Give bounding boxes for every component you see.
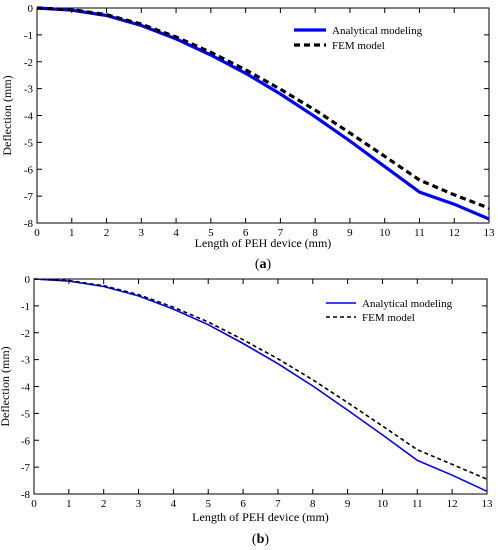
y-tick-label: -6	[21, 435, 31, 447]
x-tick-label: 9	[347, 227, 353, 239]
x-tick-label: 3	[136, 498, 142, 510]
caption-part: (	[255, 257, 260, 272]
y-tick-label: -2	[21, 328, 30, 340]
x-tick-label: 0	[31, 498, 37, 510]
x-tick-label: 4	[173, 227, 179, 239]
series-line-analytical-modeling	[33, 278, 488, 493]
x-tick-label: 11	[412, 498, 423, 510]
panel-caption: (a)	[255, 257, 272, 272]
x-tick-label: 1	[69, 227, 75, 239]
y-tick-label: -8	[21, 489, 31, 501]
y-tick-label: -5	[24, 137, 34, 149]
x-tick-label: 5	[205, 498, 211, 510]
x-tick-label: 1	[66, 498, 72, 510]
x-tick-label: 2	[101, 498, 107, 510]
caption-part: a	[260, 257, 267, 272]
x-tick-label: 10	[377, 498, 389, 510]
series-line-fem-model	[33, 278, 488, 480]
chart-panel-a: 0 1 2 3 4 5 6 7 8 9 10 11 12 130-1-2-3-4-5-6-7-8Analy…	[0, 3, 495, 272]
y-axis-label: Deflection (mm)	[0, 346, 12, 426]
legend-label-fem-model: FEM model	[332, 40, 385, 52]
y-tick-label: -8	[24, 218, 34, 230]
x-tick-label: 5	[208, 227, 214, 239]
x-axis-label: Length of PEH device (mm)	[192, 510, 329, 524]
x-axis-label: Length of PEH device (mm)	[195, 236, 332, 250]
x-tick-label: 12	[447, 498, 458, 510]
legend-label-fem-model: FEM model	[362, 312, 415, 324]
legend-label-analytical-modeling: Analytical modeling	[362, 298, 453, 310]
chart-panel-b: 0 1 2 3 4 5 6 7 8 9 10 11 12 130-1-2-3-4-5-6-7-8Analy…	[0, 274, 493, 547]
x-tick-label: 4	[171, 498, 177, 510]
x-tick-label: 3	[139, 227, 145, 239]
x-tick-label: 0	[34, 227, 40, 239]
y-axis-label: Deflection (mm)	[0, 75, 14, 155]
x-tick-label: 13	[484, 227, 496, 239]
caption-part: )	[267, 257, 272, 272]
x-tick-label: 6	[243, 227, 249, 239]
x-tick-label: 7	[275, 498, 281, 510]
y-tick-label: -4	[24, 111, 34, 123]
y-tick-label: -5	[21, 408, 31, 420]
x-tick-label: 8	[312, 227, 318, 239]
y-tick-label: -1	[24, 30, 33, 42]
series-line-fem-model	[36, 6, 490, 210]
y-tick-label: -7	[24, 191, 34, 203]
y-tick-label: -6	[24, 164, 34, 176]
y-tick-label: -3	[24, 84, 34, 96]
x-tick-label: 10	[379, 227, 391, 239]
series-line-analytical-modeling	[36, 6, 490, 221]
x-tick-label: 11	[414, 227, 425, 239]
caption-part: (	[252, 532, 257, 547]
x-tick-label: 13	[482, 498, 494, 510]
panel-caption: (b)	[252, 532, 269, 547]
x-tick-label: 6	[240, 498, 246, 510]
x-tick-label: 9	[345, 498, 351, 510]
caption-part: b	[257, 532, 265, 547]
plot-frame	[36, 7, 490, 224]
x-tick-label: 2	[104, 227, 110, 239]
y-tick-label: -1	[21, 301, 30, 313]
legend-label-analytical-modeling: Analytical modeling	[332, 25, 423, 37]
y-tick-label: 0	[28, 3, 34, 15]
x-tick-label: 12	[449, 227, 460, 239]
x-tick-label: 8	[310, 498, 316, 510]
y-tick-label: 0	[25, 274, 31, 286]
y-tick-label: -7	[21, 462, 31, 474]
y-tick-label: -2	[24, 57, 33, 69]
x-tick-label: 7	[278, 227, 284, 239]
y-tick-label: -3	[21, 355, 31, 367]
caption-part: )	[264, 532, 269, 547]
y-tick-label: -4	[21, 382, 31, 394]
